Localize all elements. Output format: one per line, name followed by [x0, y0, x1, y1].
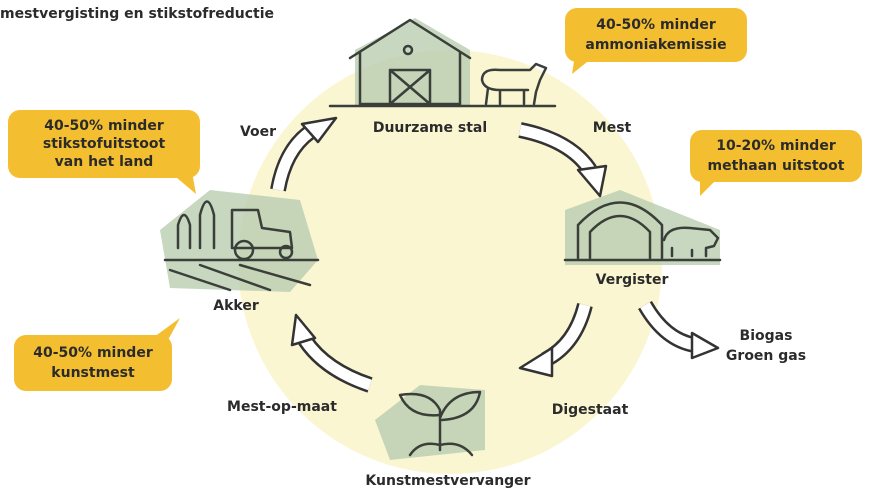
- node-label: Vergister: [596, 272, 669, 288]
- callout-text: 40-50% minder: [33, 345, 153, 361]
- callout-text: methaan uitstoot: [708, 158, 845, 174]
- callout-text: stikstofuitstoot: [43, 136, 166, 152]
- callout-text: 40-50% minder: [596, 17, 716, 33]
- arrow-biogas: [645, 305, 718, 358]
- callout-text: 40-50% minder: [44, 118, 164, 134]
- callout: 40-50% minder kunstmest: [14, 318, 180, 391]
- node-label: Duurzame stal: [373, 120, 487, 136]
- field-icon: [160, 190, 318, 292]
- edge-label: Digestaat: [552, 402, 629, 418]
- subtitle: mestvergisting en stikstofreductie: [0, 6, 274, 22]
- edge-label: Mest: [593, 120, 632, 136]
- callout-text: 10-20% minder: [716, 138, 836, 154]
- callout-text: van het land: [55, 154, 154, 170]
- diagram: mestvergisting en stikstofreductie: [0, 0, 872, 493]
- callout-text: kunstmest: [51, 365, 135, 381]
- callout: 10-20% minder methaan uitstoot: [690, 130, 862, 196]
- output-label: Biogas: [740, 328, 793, 344]
- edge-label: Mest-op-maat: [227, 399, 337, 415]
- node-label: Kunstmestvervanger: [365, 473, 530, 489]
- callout: 40-50% minder stikstofuitstoot van het l…: [8, 110, 200, 194]
- edge-label: Voer: [240, 124, 276, 140]
- node-label: Akker: [213, 298, 259, 314]
- output-label: Groen gas: [726, 348, 806, 364]
- callout-text: ammoniakemissie: [585, 37, 726, 53]
- callout: 40-50% minder ammoniakemissie: [565, 8, 747, 74]
